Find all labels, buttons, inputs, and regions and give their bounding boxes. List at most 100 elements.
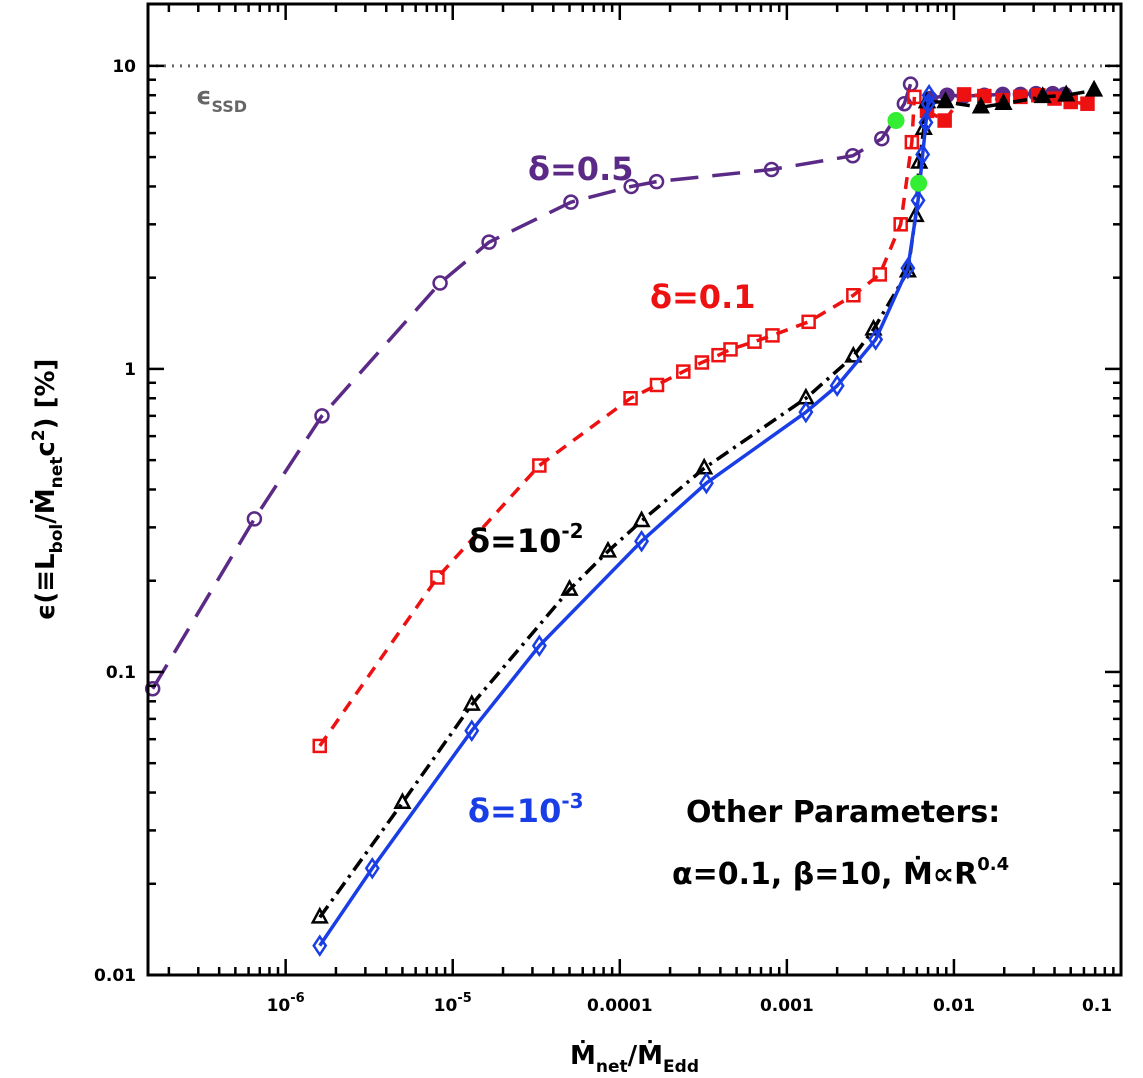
x-tick-exp: -6 [290, 991, 304, 1006]
x-tick-label: 10-5 [434, 991, 472, 1016]
y-axis-sub-a: bol [47, 524, 67, 554]
series-point [144, 681, 161, 697]
series-point [393, 792, 412, 810]
parameters-heading: Other Parameters: [686, 795, 1000, 830]
series-3 [312, 83, 937, 957]
series-point-filled [937, 113, 952, 128]
series-point [893, 217, 908, 232]
series-point-filled [994, 93, 1013, 110]
series-point [623, 391, 638, 406]
x-axis-main: Ṁ [570, 1039, 596, 1071]
series-point [563, 194, 579, 210]
series-point [648, 173, 665, 190]
series-point [798, 400, 814, 424]
series-point [695, 457, 714, 475]
series-point [874, 130, 890, 147]
series-point [560, 578, 579, 596]
series-point [698, 471, 714, 495]
parameters-values: α=0.1, β=10, Ṁ∝R0.4 [672, 854, 1009, 892]
y-axis-end: ) [%] [31, 359, 61, 430]
series-point [765, 328, 780, 343]
series-point [364, 857, 380, 880]
series-point [910, 189, 926, 212]
series-point [872, 267, 888, 282]
series-point [464, 719, 480, 742]
series-line [318, 95, 931, 947]
series-line [151, 83, 913, 690]
series-label: δ=0.5 [528, 150, 633, 188]
series-label-main: δ=10 [468, 792, 561, 830]
x-tick-label: 0.1 [1082, 996, 1112, 1016]
y-tick-label: 0.01 [94, 966, 136, 986]
x-tick-label: 0.01 [933, 996, 975, 1016]
series-point-filled [936, 91, 955, 109]
reference-line-group: ϵSSD [148, 64, 1121, 116]
series-label-sup: -2 [561, 519, 583, 543]
series-point [430, 570, 445, 585]
series-point-filled [1084, 79, 1104, 97]
y-axis-sup: 2 [29, 429, 49, 441]
series-point-filled [956, 87, 972, 102]
ssd-label: ϵSSD [196, 82, 247, 116]
x-tick-base: 0.01 [933, 996, 975, 1016]
x-axis-sub-b: Edd [663, 1057, 699, 1077]
series-label-main: δ=0.1 [650, 278, 755, 316]
series-point [312, 934, 328, 957]
series-point-filled [1057, 84, 1076, 102]
series-point [634, 529, 650, 553]
x-tick-exp: -5 [457, 991, 471, 1006]
series-point [246, 511, 263, 527]
series-point [314, 408, 330, 424]
parameters-alpha-beta: α=0.1, β=10, [672, 857, 903, 892]
series-point [844, 345, 863, 363]
y-axis-sub-b: net [47, 457, 67, 489]
series-line [318, 96, 917, 747]
series-point [921, 83, 937, 107]
y-tick-label: 0.1 [106, 663, 136, 683]
series-point-filled [971, 96, 990, 114]
series-point [915, 143, 931, 166]
y-axis-tail: c [31, 441, 61, 456]
x-tick-label: 0.0001 [587, 996, 653, 1016]
series-point [310, 906, 329, 924]
tick-group: 10-6 10-5 0.0001 0.001 0.01 0.1 0.01 0.1 1 10 [94, 4, 1123, 1016]
series-point [312, 738, 328, 754]
series-point [868, 328, 884, 351]
series-point [846, 288, 861, 303]
series-point [481, 234, 497, 250]
series-point [747, 334, 762, 349]
series-point [763, 161, 780, 178]
series-point [532, 458, 547, 473]
x-tick-label: 10-6 [267, 991, 305, 1016]
x-tick-base: 0.1 [1082, 996, 1112, 1016]
series-point [632, 510, 651, 528]
series-point [723, 342, 738, 357]
y-axis-mid: /Ṁ [29, 488, 61, 523]
x-axis-sub-a: net [596, 1057, 628, 1077]
y-tick-label: 1 [124, 360, 136, 380]
series-point [801, 314, 816, 330]
series-group [144, 76, 1104, 957]
series-point [623, 178, 639, 195]
series-point [676, 364, 691, 379]
series-point [531, 634, 547, 658]
series-label: δ=0.1 [650, 278, 755, 316]
x-axis-sep: /Ṁ [628, 1039, 663, 1071]
series-point [918, 111, 934, 134]
series-point-filled [1080, 96, 1095, 111]
series-point [904, 134, 920, 150]
ssd-label-main: ϵ [196, 82, 211, 110]
series-label: δ=10-2 [468, 519, 584, 560]
parameters-mdot: Ṁ∝R [903, 856, 977, 892]
y-axis-prefix: ϵ(≡L [31, 553, 61, 620]
series-point [694, 355, 710, 370]
x-tick-label: 0.001 [760, 996, 814, 1016]
transition-point [910, 174, 928, 192]
transition-point [887, 112, 905, 130]
parameters-mdot-sup: 0.4 [977, 854, 1009, 875]
ssd-label-sub: SSD [211, 97, 247, 116]
series-point [432, 275, 448, 291]
x-tick-base: 10 [434, 996, 458, 1016]
